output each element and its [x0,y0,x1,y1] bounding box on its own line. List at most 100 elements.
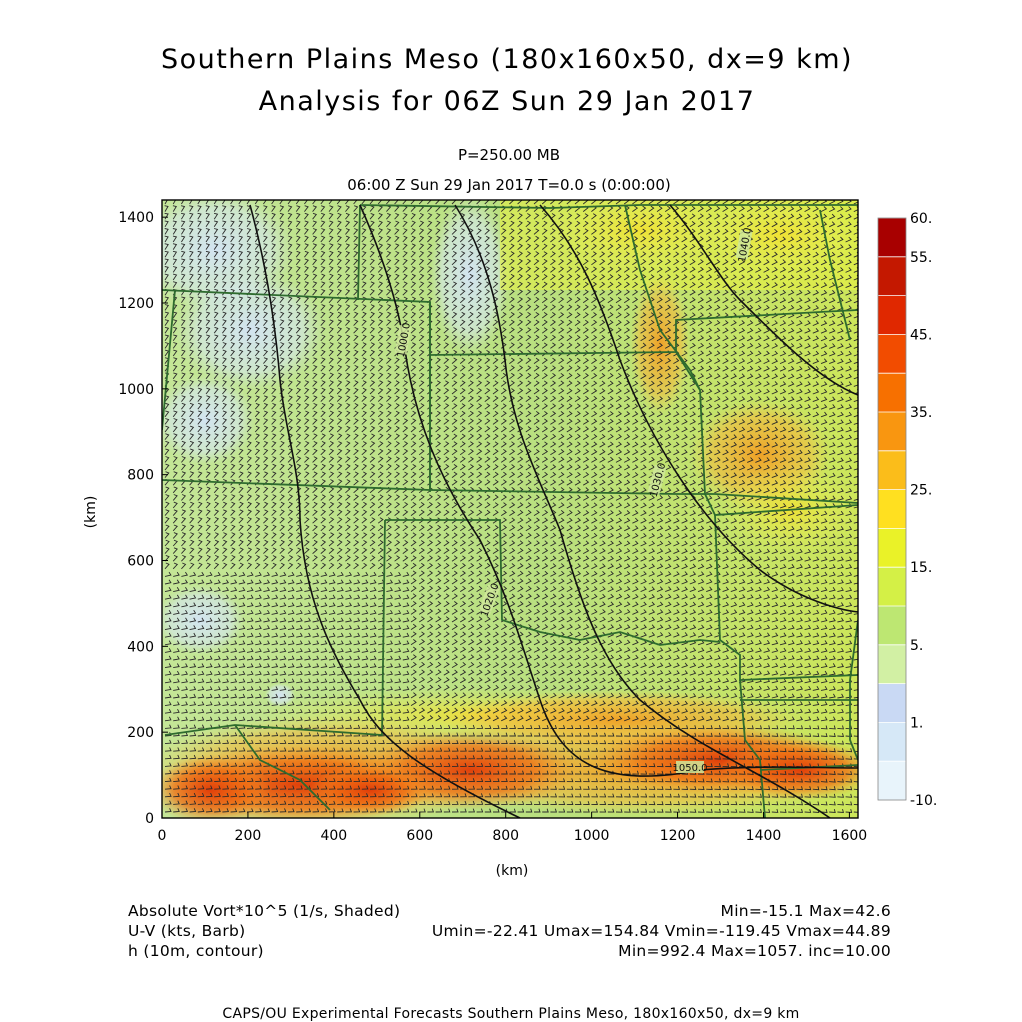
wind-barb [304,342,310,349]
wind-barb [312,258,318,266]
wind-barb [525,304,532,311]
wind-barb [320,258,326,266]
wind-barb [386,281,392,288]
wind-barb [640,220,647,228]
wind-barb [788,304,795,311]
wind-barb [213,326,219,334]
wind-barb [804,335,811,342]
wind-barb [418,212,425,220]
wind-barb [771,289,778,296]
wind-barb [623,289,630,296]
wind-barb [697,342,705,349]
wind-barb [254,334,260,342]
wind-barb [771,221,778,228]
wind-barb [673,289,680,296]
wind-barb [394,250,400,258]
wind-barb [714,266,721,273]
wind-barb [279,258,285,266]
wind-barb [722,259,729,266]
wind-barb [353,205,359,212]
wind-barb [615,335,622,342]
wind-barb [361,250,367,258]
wind-barb [197,228,202,235]
wind-barb [550,365,557,372]
wind-barb [574,220,581,228]
wind-barb [582,357,589,364]
wind-barb [254,342,260,349]
wind-barb [755,289,762,296]
wind-barb [279,220,285,228]
wind-barb [263,288,268,296]
wind-barb [263,304,268,311]
wind-barb [681,312,688,319]
wind-barb [673,357,680,364]
wind-barb [304,319,310,326]
wind-barb [722,335,729,342]
wind-barb [336,220,342,228]
wind-barb [418,228,425,235]
wind-barb [222,296,227,304]
wind-barb [492,220,499,228]
wind-barb [664,312,672,319]
wind-barb [771,259,778,266]
wind-barb [345,205,350,212]
wind-barb [599,228,606,235]
wind-barb [755,350,762,357]
wind-barb [164,326,170,334]
wind-barb [779,327,787,334]
wind-barb [763,358,770,365]
wind-barb [287,212,293,220]
wind-barb [451,327,458,334]
wind-barb [558,296,565,304]
wind-barb [369,365,376,372]
wind-barb [353,349,359,357]
wind-barb [180,205,186,212]
wind-barb [689,312,696,319]
wind-barb [312,281,318,288]
wind-barb [377,365,384,372]
vorticity-field [162,200,858,818]
wind-barb [705,297,713,304]
wind-barb [492,235,499,243]
wind-barb [771,251,778,258]
wind-barb [386,220,392,228]
wind-barb [755,244,762,250]
wind-barb [509,334,515,342]
wind-barb [730,205,737,212]
wind-barb [804,350,811,357]
wind-barb [328,319,334,326]
wind-barb [787,213,795,220]
wind-barb [517,220,523,228]
wind-barb [500,357,507,364]
wind-barb [328,266,334,273]
wind-barb [222,349,227,357]
wind-barb [541,213,548,220]
wind-barb [738,213,745,220]
wind-barb [459,365,466,372]
wind-barb [271,326,277,334]
wind-barb [623,266,630,273]
wind-barb [345,220,351,228]
pressure-level-label: P=250.00 MB [457,146,561,164]
wind-barb [648,312,655,319]
wind-barb [205,212,211,220]
wind-barb [435,296,441,304]
wind-barb [254,357,260,364]
wind-barb [312,304,318,311]
wind-barb [353,258,359,266]
wind-barb [681,236,688,243]
wind-barb [164,311,170,319]
wind-barb [509,228,515,235]
wind-barb [591,327,598,334]
wind-barb [443,251,449,258]
wind-barb [796,327,803,334]
wind-barb [697,281,704,288]
wind-barb [714,304,721,311]
wind-barb [591,281,598,288]
wind-barb [714,228,721,235]
wind-barb [361,258,367,266]
wind-barb [804,305,811,311]
wind-barb [812,251,819,258]
wind-barb [582,334,589,342]
wind-barb [213,200,218,205]
